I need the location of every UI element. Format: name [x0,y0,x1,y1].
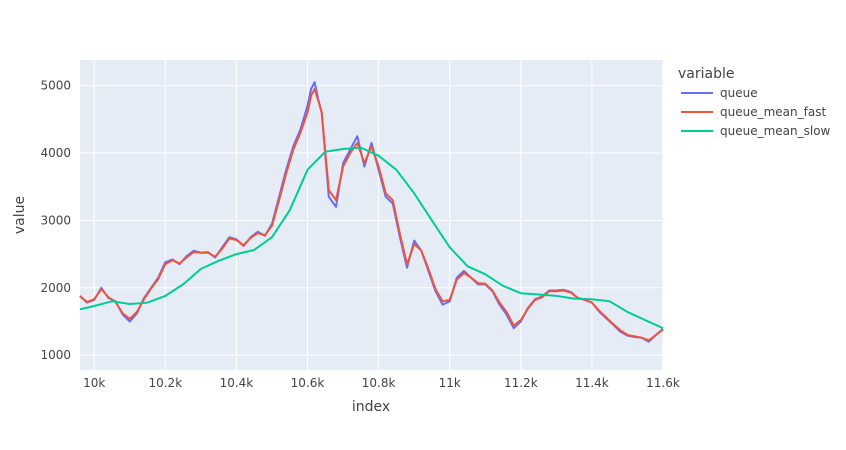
plot-background [80,60,663,370]
gridlines [80,60,664,370]
legend: variable queue queue_mean_fast queue_mean_… [678,66,831,138]
legend-item-queue-mean-slow[interactable]: queue_mean_slow [681,124,831,138]
x-tick-label-5: 11k [439,376,461,390]
legend-item-queue[interactable]: queue [681,86,758,100]
x-tick-label-4: 10.8k [362,376,396,390]
series-line-queue-mean-fast [79,88,664,342]
x-tick-label-7: 11.4k [575,376,609,390]
legend-label: queue_mean_fast [720,105,826,119]
legend-label: queue [720,86,758,100]
y-tick-labels: 1000 2000 3000 4000 5000 [40,79,71,363]
legend-title: variable [678,66,734,82]
x-tick-label-1: 10.2k [148,376,182,390]
legend-items: queue queue_mean_fast queue_mean_slow [681,86,831,138]
x-tick-label-8: 11.6k [646,376,680,390]
y-tick-label-1: 2000 [40,281,71,295]
y-axis-title: value [12,196,28,234]
x-tick-label-6: 11.2k [504,376,538,390]
x-tick-labels: 10k 10.2k 10.4k 10.6k 10.8k 11k 11.2k 11.4k 11.6… [83,376,680,390]
y-tick-label-3: 4000 [40,146,71,160]
y-tick-label-2: 3000 [40,213,71,227]
series-line-queue-mean-slow [79,146,664,330]
x-axis-title: index [352,399,390,415]
series-lines [79,81,664,343]
y-tick-label-4: 5000 [40,79,71,93]
legend-label: queue_mean_slow [720,124,831,138]
x-tick-label-3: 10.6k [291,376,325,390]
x-tick-label-2: 10.4k [220,376,254,390]
legend-item-queue-mean-fast[interactable]: queue_mean_fast [681,105,826,119]
x-tick-label-0: 10k [83,376,105,390]
y-tick-label-0: 1000 [40,348,71,362]
